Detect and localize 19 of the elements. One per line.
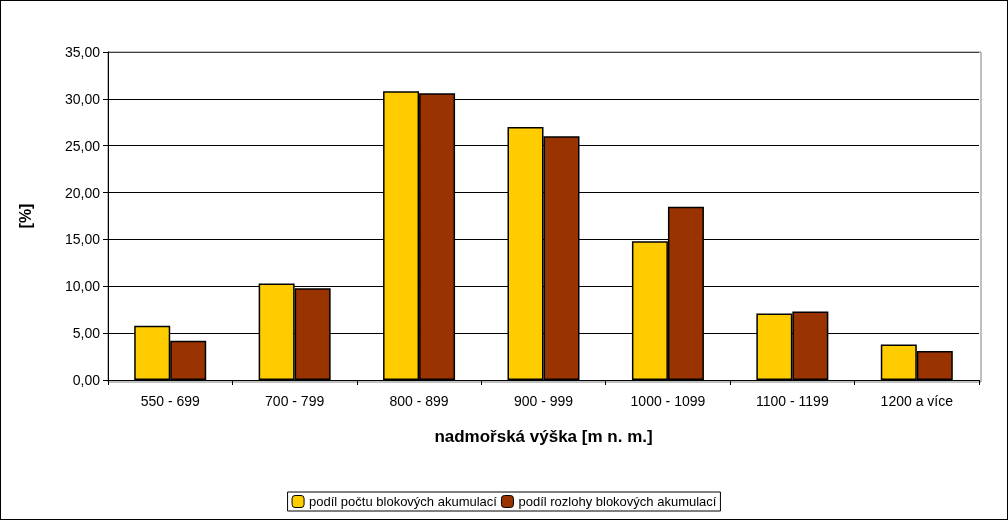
- legend-label: podíl rozlohy blokových akumulací: [518, 494, 717, 509]
- x-tick-label: 550 - 699: [140, 393, 200, 409]
- legend-label: podíl počtu blokových akumulací: [309, 494, 498, 509]
- x-tick-label: 1100 - 1199: [756, 393, 829, 409]
- x-tick-label: 1000 - 1099: [630, 393, 706, 409]
- x-tick-label: 900 - 999: [513, 393, 574, 409]
- y-tick-label: 5,00: [72, 325, 101, 342]
- y-tick-label: 10,00: [64, 278, 101, 295]
- y-tick-label: 20,00: [64, 184, 101, 201]
- x-tick-label: 700 - 799: [265, 393, 325, 409]
- y-tick-label: 15,00: [64, 231, 101, 248]
- y-axis-title: [%]: [16, 203, 34, 229]
- x-tick-label: 800 - 899: [389, 393, 449, 409]
- y-tick-label: 30,00: [64, 90, 101, 107]
- x-tick-label: 1200 a více: [880, 393, 954, 409]
- y-tick-label: 0,00: [72, 372, 101, 388]
- y-tick-label: 35,00: [64, 44, 101, 60]
- y-tick-label: 25,00: [64, 137, 101, 154]
- x-axis-title: nadmořská výška [m n. m.]: [434, 427, 653, 446]
